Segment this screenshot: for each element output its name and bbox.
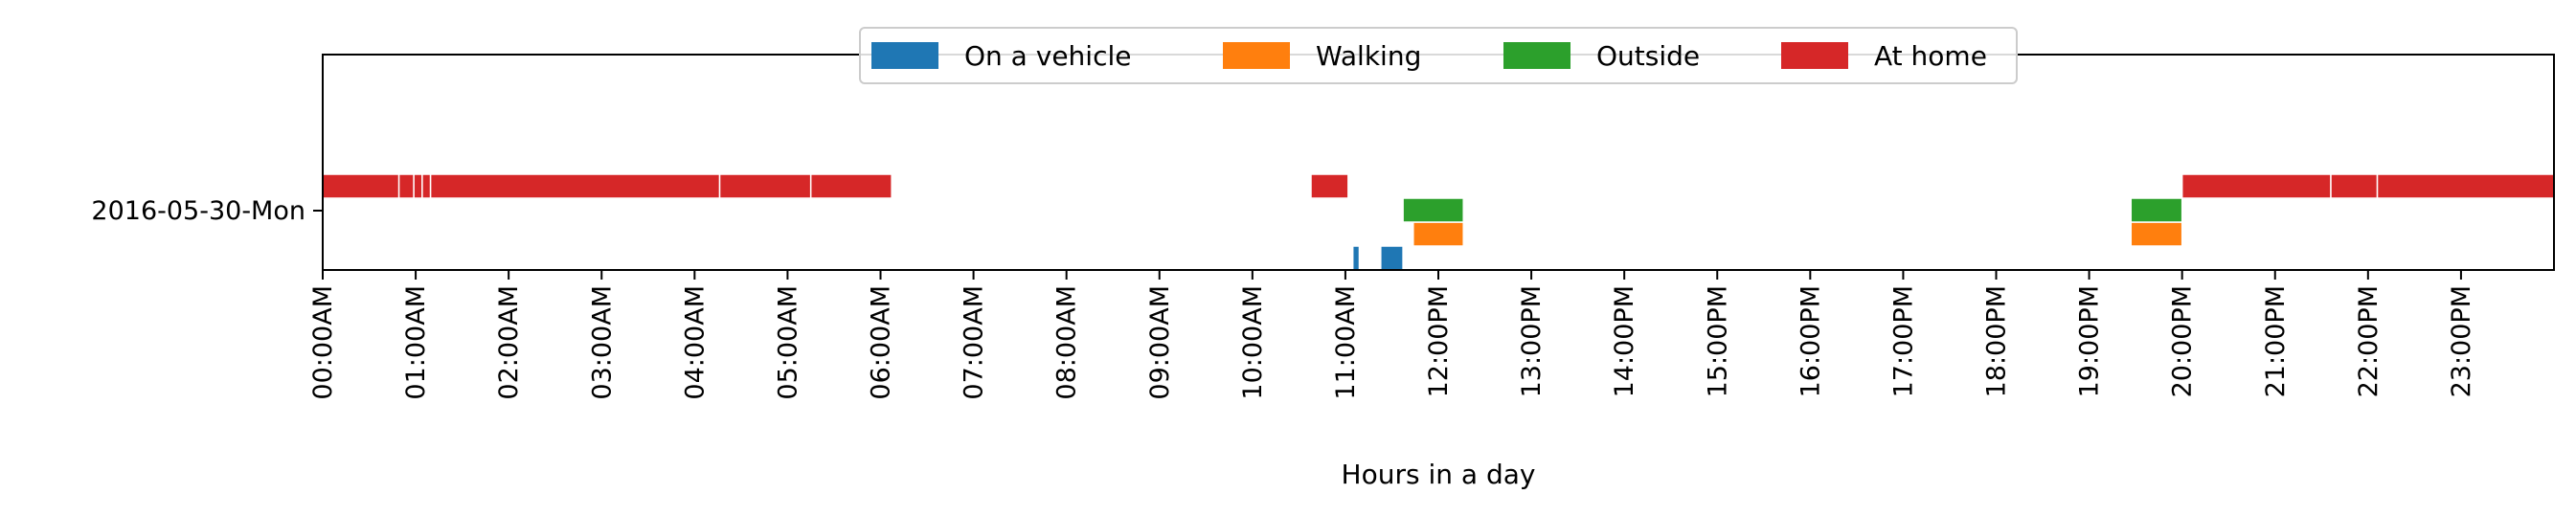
x-tick-label: 01:00AM <box>401 285 431 400</box>
bar-3-4 <box>429 173 721 199</box>
x-tick-label: 11:00AM <box>1331 285 1361 400</box>
x-tick-label: 15:00PM <box>1703 285 1732 397</box>
bar-3-5 <box>718 173 812 199</box>
bar-3-10 <box>2376 173 2555 199</box>
bar-2-1 <box>2130 197 2183 223</box>
x-tick-label: 13:00PM <box>1517 285 1547 397</box>
x-tick-label: 02:00AM <box>494 285 524 400</box>
legend-swatch <box>871 42 938 69</box>
bar-3-6 <box>809 173 893 199</box>
x-tick-label: 14:00PM <box>1610 285 1639 397</box>
x-tick-label: 04:00AM <box>680 285 710 400</box>
x-axis-title: Hours in a day <box>1342 459 1536 490</box>
legend-label: On a vehicle <box>964 40 1131 72</box>
x-tick-label: 21:00PM <box>2261 285 2291 397</box>
x-tick-label: 16:00PM <box>1796 285 1825 397</box>
legend: On a vehicle Walking Outside At home <box>859 27 2018 84</box>
x-tick-label: 12:00PM <box>1424 285 1454 397</box>
bar-1-1 <box>2130 221 2183 247</box>
bar-3-8 <box>2181 173 2332 199</box>
legend-label: Outside <box>1596 40 1700 72</box>
legend-label: At home <box>1874 40 1987 72</box>
x-tick-label: 05:00AM <box>773 285 802 400</box>
x-tick-label: 03:00AM <box>587 285 617 400</box>
x-tick-label: 22:00PM <box>2354 285 2384 397</box>
bar-3-7 <box>1310 173 1349 199</box>
x-tick-label: 10:00AM <box>1238 285 1268 400</box>
bar-0-0 <box>1351 245 1361 271</box>
x-tick-label: 23:00PM <box>2447 285 2476 397</box>
x-tick-label: 09:00AM <box>1145 285 1175 400</box>
x-tick-label: 18:00PM <box>1982 285 2012 397</box>
x-tick-label: 20:00PM <box>2168 285 2198 397</box>
legend-swatch <box>1223 42 1290 69</box>
bar-1-0 <box>1412 221 1464 247</box>
x-tick-label: 00:00AM <box>308 285 338 400</box>
legend-swatch <box>1503 42 1570 69</box>
x-tick-label: 19:00PM <box>2075 285 2105 397</box>
bar-3-2 <box>413 173 423 199</box>
bar-2-0 <box>1402 197 1464 223</box>
bar-3-0 <box>322 173 400 199</box>
bar-3-1 <box>397 173 415 199</box>
x-tick-label: 17:00PM <box>1888 285 1918 397</box>
bar-0-1 <box>1380 245 1404 271</box>
legend-label: Walking <box>1316 40 1421 72</box>
bar-3-9 <box>2330 173 2379 199</box>
x-tick-label: 08:00AM <box>1052 285 1082 400</box>
x-tick-label: 06:00AM <box>867 285 896 400</box>
x-axis: 00:00AM 01:00AM 02:00AM 03:00AM 04:00AM 05:00… <box>308 270 2476 400</box>
y-tick-label: 2016-05-30-Mon <box>91 196 305 226</box>
legend-box <box>859 27 2018 84</box>
y-axis: 2016-05-30-Mon <box>91 196 323 226</box>
bar-3-3 <box>421 173 432 199</box>
x-tick-label: 07:00AM <box>960 285 989 400</box>
legend-swatch <box>1781 42 1848 69</box>
activity-bars <box>322 173 2555 271</box>
